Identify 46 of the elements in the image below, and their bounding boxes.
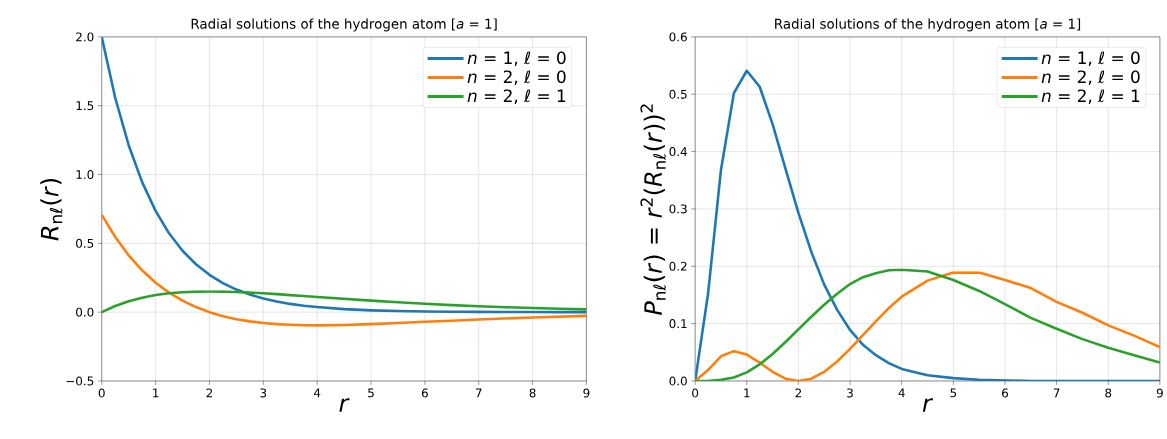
x-tick-label: 9	[583, 388, 590, 398]
y-tick-label: 0.3	[669, 204, 687, 214]
x-tick-label: 3	[847, 388, 853, 398]
y-axis-title: R$_{nℓ}$(r)	[40, 178, 63, 241]
x-tick-label: 5	[368, 388, 374, 398]
x-tick-label: 9	[1156, 388, 1163, 398]
x-tick-label: 2	[206, 388, 213, 398]
legend-label: n = 2, ℓ = 0	[467, 70, 566, 85]
x-tick-label: 4	[313, 388, 321, 398]
x-tick-label: 6	[421, 388, 428, 398]
y-tick-label: 0.0	[76, 307, 94, 317]
x-tick-label: 8	[1105, 388, 1112, 398]
legend-label: n = 2, ℓ = 1	[467, 89, 566, 104]
x-tick-label: 7	[1053, 388, 1060, 398]
x-tick-label: 2	[795, 388, 802, 398]
y-tick-label: 0.0	[669, 376, 687, 386]
line-series	[101, 36, 587, 314]
x-tick-label: 7	[475, 388, 482, 398]
y-tick-label: −0.5	[66, 376, 94, 386]
chart-title: Radial solutions of the hydrogen atom [a = 1]	[775, 18, 1081, 32]
legend-label: n = 1, ℓ = 0	[1041, 51, 1140, 66]
x-tick-label: 8	[529, 388, 536, 398]
x-tick-label: 4	[898, 388, 905, 398]
y-tick-label: 0.6	[669, 32, 687, 42]
legend-label: n = 2, ℓ = 0	[1041, 70, 1140, 85]
text: P$_{nℓ}$(r) = r$^{2}$(R$_{nℓ}$(r))$^{2}$	[640, 104, 666, 315]
legend-label: n = 1, ℓ = 0	[467, 51, 566, 66]
y-tick-label: 1.5	[76, 101, 94, 111]
y-tick-label: 0.1	[669, 319, 687, 329]
y-tick-label: 2.0	[76, 32, 94, 42]
chart-title: Radial solutions of the hydrogen atom [a = 1]	[191, 18, 497, 32]
x-tick-label: 6	[1002, 388, 1009, 398]
legend-label: n = 2, ℓ = 1	[1041, 89, 1140, 104]
x-tick-label: 1	[744, 388, 750, 398]
x-tick-label: 1	[153, 388, 159, 398]
y-tick-label: 1.0	[76, 170, 94, 180]
x-axis-title: r	[339, 398, 350, 412]
x-axis-title: r	[922, 398, 934, 412]
x-tick-label: 3	[260, 388, 267, 398]
x-tick-label: 5	[950, 388, 957, 398]
y-tick-label: 0.5	[76, 238, 94, 248]
y-tick-label: 0.5	[669, 89, 687, 99]
x-tick-label: 0	[692, 388, 699, 398]
y-tick-label: 0.2	[669, 261, 687, 271]
y-tick-label: 0.4	[669, 147, 687, 157]
x-tick-label: 0	[98, 388, 105, 398]
